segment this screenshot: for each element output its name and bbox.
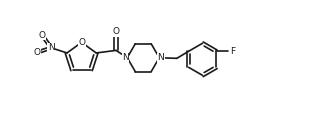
Text: N: N (48, 43, 54, 52)
Text: N: N (157, 53, 164, 62)
Text: O: O (78, 38, 85, 47)
Text: F: F (230, 47, 235, 56)
Text: O: O (39, 31, 46, 40)
Text: O: O (113, 27, 120, 36)
Text: N: N (122, 53, 129, 62)
Text: O: O (33, 48, 40, 57)
